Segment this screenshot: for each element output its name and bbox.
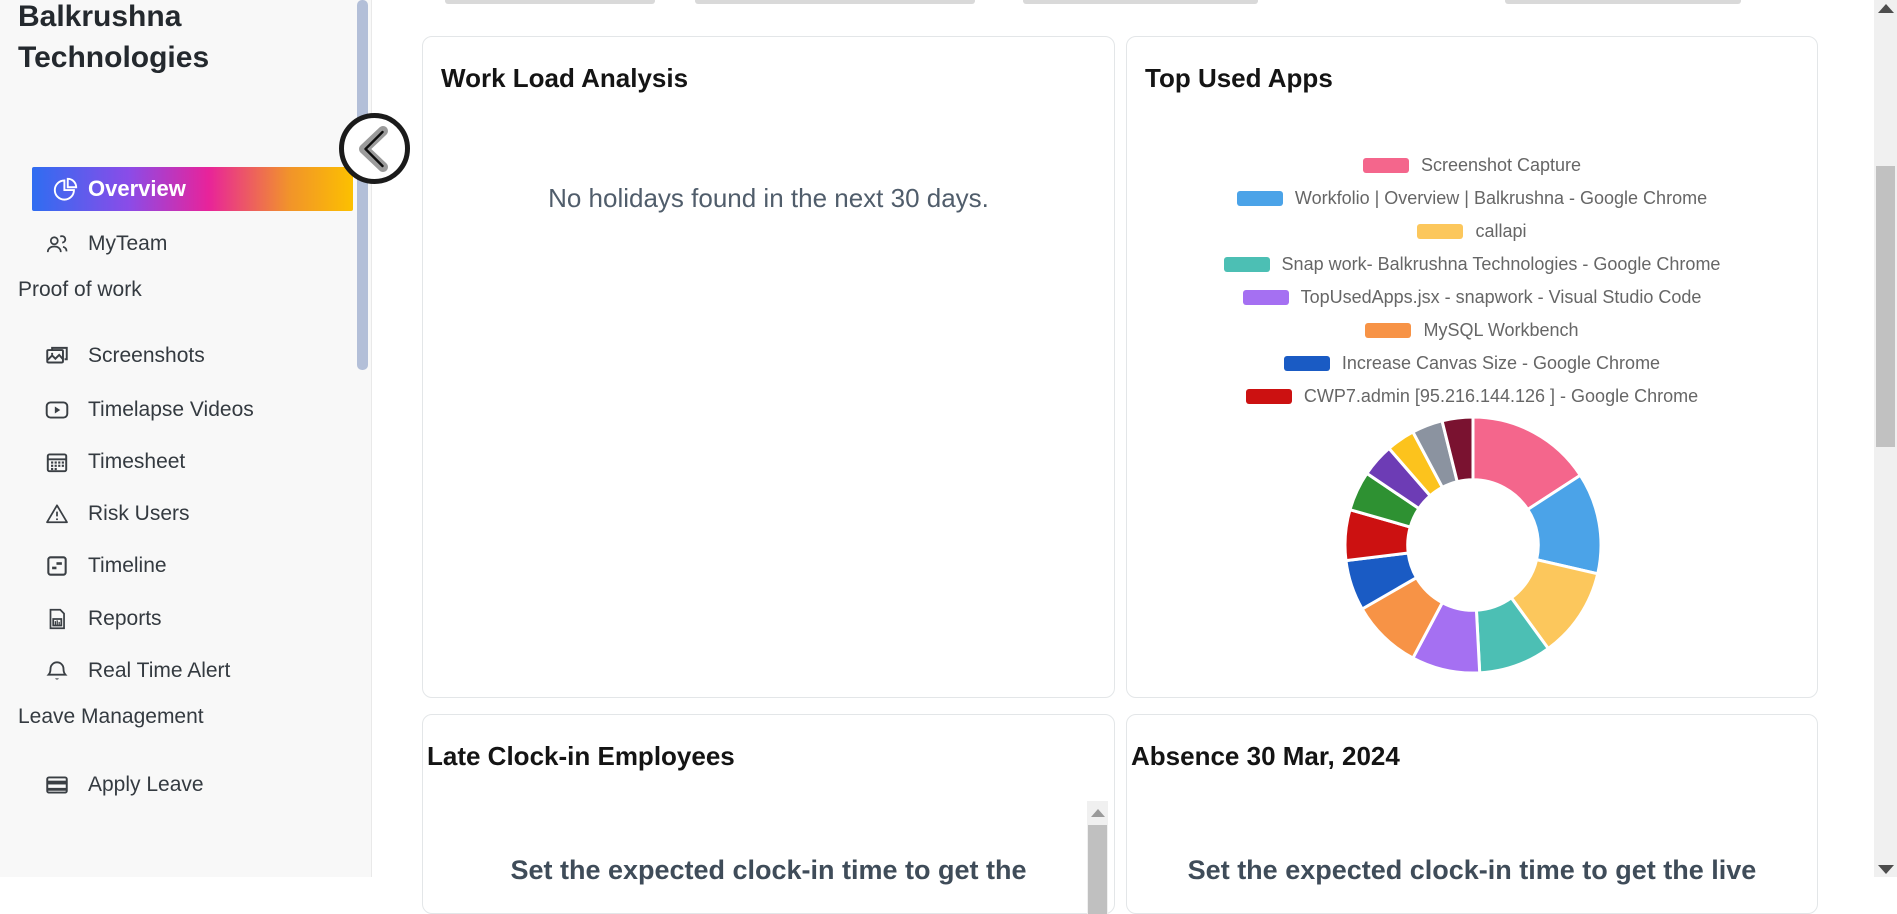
legend-item[interactable]: Snap work- Balkrushna Technologies - Goo… — [1223, 248, 1721, 281]
play-video-icon — [44, 397, 70, 423]
cutoff-chip — [695, 0, 975, 4]
legend-swatch — [1242, 290, 1289, 305]
late-clock-in-card: Late Clock-in Employees Set the expected… — [422, 714, 1115, 914]
sidebar-item-label: MyTeam — [88, 232, 168, 255]
legend-label: MySQL Workbench — [1423, 320, 1579, 340]
legend-item[interactable]: Workfolio | Overview | Balkrushna - Goog… — [1236, 182, 1708, 215]
sidebar-item-timeline[interactable]: Timeline — [0, 544, 372, 588]
sidebar-item-label: Timelapse Videos — [88, 398, 254, 421]
card-title: Late Clock-in Employees — [427, 741, 735, 771]
scroll-up-arrow-icon[interactable] — [1878, 4, 1894, 13]
sidebar-item-apply-leave[interactable]: Apply Leave — [0, 763, 372, 807]
legend-label: Snap work- Balkrushna Technologies - Goo… — [1281, 254, 1721, 274]
legend-label: callapi — [1475, 221, 1527, 241]
sidebar-item-myteam[interactable]: MyTeam — [0, 222, 372, 266]
timeline-icon — [44, 553, 70, 579]
legend-swatch — [1417, 224, 1464, 239]
legend-label: Increase Canvas Size - Google Chrome — [1341, 353, 1661, 373]
cutoff-chip — [1023, 0, 1258, 4]
sidebar-section-proof-of-work: Proof of work — [18, 278, 142, 301]
legend-label: CWP7.admin [95.216.144.126 ] - Google Ch… — [1303, 386, 1699, 406]
legend-item[interactable]: MySQL Workbench — [1365, 314, 1579, 347]
legend-item[interactable]: TopUsedApps.jsx - snapwork - Visual Stud… — [1242, 281, 1702, 314]
sidebar-item-risk-users[interactable]: Risk Users — [0, 492, 372, 536]
legend-swatch — [1283, 356, 1330, 371]
legend-item[interactable]: callapi — [1417, 215, 1527, 248]
sidebar-item-timesheet[interactable]: Timesheet — [0, 440, 372, 484]
sidebar-collapse-button[interactable] — [337, 111, 412, 186]
legend-label: Screenshot Capture — [1420, 155, 1582, 175]
images-icon — [44, 343, 70, 369]
legend-swatch — [1365, 323, 1412, 338]
sidebar-item-overview[interactable]: Overview — [32, 167, 353, 211]
page-scrollbar-thumb[interactable] — [1876, 166, 1895, 447]
sidebar: Balkrushna Technologies Overview MyTeam … — [0, 0, 372, 877]
work-load-analysis-card: Work Load Analysis No holidays found in … — [422, 36, 1115, 698]
legend-swatch — [1245, 389, 1292, 404]
set-clock-in-live-message: Set the expected clock-in time to get th… — [1187, 855, 1757, 885]
card-title: Absence 30 Mar, 2024 — [1131, 741, 1400, 771]
legend-item[interactable]: Increase Canvas Size - Google Chrome — [1283, 347, 1661, 380]
donut-segment[interactable] — [1440, 415, 1475, 484]
no-holidays-message: No holidays found in the next 30 days. — [548, 183, 989, 213]
page-scrollbar[interactable] — [1874, 0, 1897, 877]
sidebar-section-leave-management: Leave Management — [18, 705, 204, 728]
legend-swatch — [1362, 158, 1409, 173]
people-icon — [44, 231, 70, 257]
chart-legend: Screenshot Capture Workfolio | Overview |… — [1127, 149, 1817, 413]
card-scrollbar[interactable] — [1087, 801, 1108, 914]
legend-item[interactable]: Screenshot Capture — [1362, 149, 1582, 182]
card-scrollbar-thumb[interactable] — [1088, 825, 1107, 914]
sidebar-item-label: Screenshots — [88, 344, 205, 367]
pie-chart-icon — [52, 176, 79, 203]
legend-swatch — [1236, 191, 1283, 206]
sidebar-item-label: Timeline — [88, 554, 167, 577]
set-clock-in-message: Set the expected clock-in time to get th… — [510, 855, 1027, 885]
sidebar-item-label: Timesheet — [88, 450, 186, 473]
warning-triangle-icon — [44, 501, 70, 527]
credit-card-icon — [44, 772, 70, 798]
report-document-icon — [44, 606, 70, 632]
cutoff-chip — [1505, 0, 1741, 4]
sidebar-item-label: Reports — [88, 607, 162, 630]
sidebar-item-screenshots[interactable]: Screenshots — [0, 334, 372, 378]
cutoff-chip — [445, 0, 655, 4]
sidebar-item-timelapse-videos[interactable]: Timelapse Videos — [0, 388, 372, 432]
top-used-apps-donut-chart[interactable] — [1333, 405, 1613, 685]
sidebar-item-label: Real Time Alert — [88, 659, 231, 682]
sidebar-item-label: Risk Users — [88, 502, 190, 525]
legend-swatch — [1223, 257, 1270, 272]
bell-icon — [44, 658, 70, 684]
absence-card: Absence 30 Mar, 2024 Set the expected cl… — [1126, 714, 1818, 914]
top-used-apps-card: Top Used Apps Screenshot Capture Workfoli… — [1126, 36, 1818, 698]
scroll-down-arrow-icon[interactable] — [1878, 865, 1894, 874]
sidebar-item-reports[interactable]: Reports — [0, 597, 372, 641]
legend-item[interactable]: CWP7.admin [95.216.144.126 ] - Google Ch… — [1245, 380, 1699, 413]
calendar-icon — [44, 449, 70, 475]
legend-label: TopUsedApps.jsx - snapwork - Visual Stud… — [1300, 287, 1702, 307]
card-title: Work Load Analysis — [441, 63, 689, 93]
sidebar-item-label: Overview — [88, 176, 186, 201]
sidebar-scrollbar-thumb[interactable] — [357, 0, 368, 370]
legend-label: Workfolio | Overview | Balkrushna - Goog… — [1294, 188, 1708, 208]
scroll-up-arrow-icon[interactable] — [1091, 809, 1105, 817]
app-title: Balkrushna Technologies — [18, 0, 210, 75]
sidebar-item-real-time-alert[interactable]: Real Time Alert — [0, 649, 372, 693]
sidebar-item-label: Apply Leave — [88, 773, 204, 796]
card-title: Top Used Apps — [1145, 63, 1333, 93]
